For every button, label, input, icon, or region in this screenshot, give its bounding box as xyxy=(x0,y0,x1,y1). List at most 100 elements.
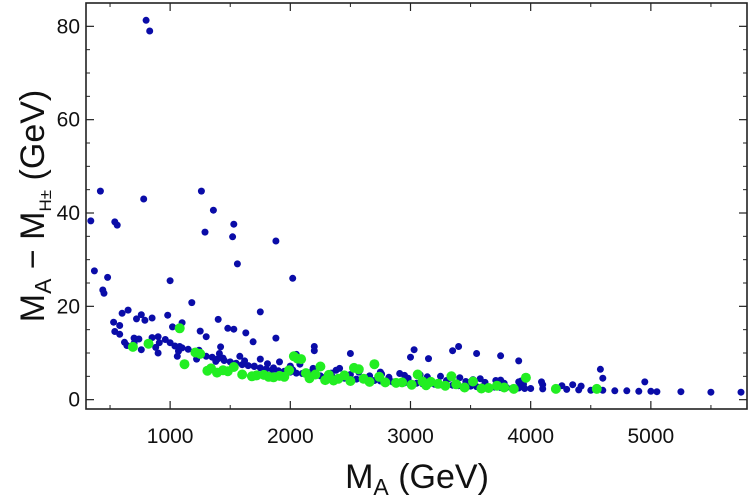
data-point-blue xyxy=(176,343,184,350)
data-point-green xyxy=(483,383,494,393)
y-axis-title-minus: − M xyxy=(14,211,52,278)
data-point-blue xyxy=(87,217,95,225)
data-point-blue xyxy=(647,387,655,395)
data-point-green xyxy=(310,369,321,380)
data-point-blue xyxy=(310,347,318,355)
data-point-green xyxy=(237,369,248,380)
x-tick-label: 3000 xyxy=(387,425,434,448)
data-point-blue xyxy=(188,299,196,307)
y-axis-title-rest: (GeV) xyxy=(14,90,52,190)
data-point-blue xyxy=(140,195,148,203)
data-point-blue xyxy=(677,388,685,396)
data-point-blue xyxy=(515,357,523,365)
data-point-blue xyxy=(100,289,108,297)
y-axis-title-base1: M xyxy=(14,294,52,322)
data-point-blue xyxy=(497,352,505,360)
x-axis-ticks: 1000 2000 3000 4000 5000 xyxy=(109,3,712,448)
data-point-green xyxy=(591,383,602,394)
data-point-blue xyxy=(577,382,585,390)
data-point-green xyxy=(468,376,478,387)
data-point-blue xyxy=(425,355,432,363)
series-blue-points xyxy=(87,16,745,396)
data-point-blue xyxy=(641,378,649,386)
data-point-blue xyxy=(116,330,124,338)
data-point-blue xyxy=(527,385,535,392)
data-point-blue xyxy=(456,374,464,382)
data-point-blue xyxy=(209,206,217,214)
data-point-blue xyxy=(142,16,150,24)
data-point-green xyxy=(369,359,380,370)
data-point-blue xyxy=(164,311,172,319)
data-point-blue xyxy=(135,335,143,343)
data-point-blue xyxy=(155,339,163,347)
data-point-blue xyxy=(242,329,250,337)
y-tick-label: 0 xyxy=(68,389,80,412)
data-point-blue xyxy=(596,365,604,373)
data-point-blue xyxy=(229,233,237,241)
data-point-blue xyxy=(215,350,223,357)
y-tick-label: 80 xyxy=(57,15,80,38)
data-point-blue xyxy=(737,388,745,396)
data-point-green xyxy=(520,372,531,383)
data-point-blue xyxy=(104,273,112,281)
x-axis-title-base: M xyxy=(345,458,373,496)
data-point-blue xyxy=(169,323,176,331)
data-point-blue xyxy=(96,187,104,195)
data-point-blue xyxy=(611,387,619,395)
data-point-green xyxy=(174,323,185,334)
data-point-blue xyxy=(249,338,257,346)
data-point-blue xyxy=(146,27,154,35)
data-point-blue xyxy=(476,375,484,383)
data-point-green xyxy=(499,382,510,393)
data-point-blue xyxy=(455,343,463,350)
y-axis-title: MA − MH± (GeV) xyxy=(14,90,56,322)
x-tick-label: 5000 xyxy=(627,425,674,448)
data-point-green xyxy=(143,338,154,349)
data-point-blue xyxy=(289,274,297,282)
data-point-green xyxy=(451,379,462,390)
y-axis-title-sub1: A xyxy=(30,278,56,294)
data-point-green xyxy=(179,359,190,370)
data-point-blue xyxy=(113,221,121,229)
data-point-green xyxy=(380,377,391,388)
data-point-blue xyxy=(653,388,661,396)
data-point-green xyxy=(508,383,519,394)
data-point-green xyxy=(251,370,262,381)
data-point-blue xyxy=(623,387,631,395)
data-point-blue xyxy=(224,324,232,332)
data-point-green xyxy=(364,376,375,387)
x-tick-label: 2000 xyxy=(267,425,314,448)
data-point-blue xyxy=(276,358,283,366)
data-point-blue xyxy=(437,372,444,380)
data-point-blue xyxy=(410,346,418,354)
data-point-blue xyxy=(707,388,715,396)
data-point-green xyxy=(228,362,239,372)
data-point-green xyxy=(412,369,423,380)
data-point-green xyxy=(315,361,326,372)
data-point-blue xyxy=(202,333,210,341)
data-point-blue xyxy=(90,267,98,275)
data-point-green xyxy=(476,383,487,394)
data-point-blue xyxy=(154,333,162,341)
x-tick-label: 1000 xyxy=(147,425,194,448)
data-point-blue xyxy=(538,378,545,386)
data-point-green xyxy=(353,364,364,375)
data-point-green xyxy=(459,382,470,393)
data-point-blue xyxy=(272,334,280,342)
data-point-blue xyxy=(116,322,124,329)
data-point-blue xyxy=(449,347,457,355)
data-point-blue xyxy=(230,220,238,228)
data-point-blue xyxy=(214,315,222,323)
data-point-blue xyxy=(396,370,404,377)
data-point-blue xyxy=(635,387,643,395)
data-point-blue xyxy=(272,237,280,245)
data-point-green xyxy=(440,380,451,391)
data-point-blue xyxy=(148,314,156,322)
data-point-blue xyxy=(217,343,225,351)
data-point-green xyxy=(195,348,206,359)
x-axis-title: MA (GeV) xyxy=(345,458,489,498)
data-point-blue xyxy=(137,346,145,354)
data-point-blue xyxy=(233,260,241,268)
data-point-blue xyxy=(569,381,577,389)
